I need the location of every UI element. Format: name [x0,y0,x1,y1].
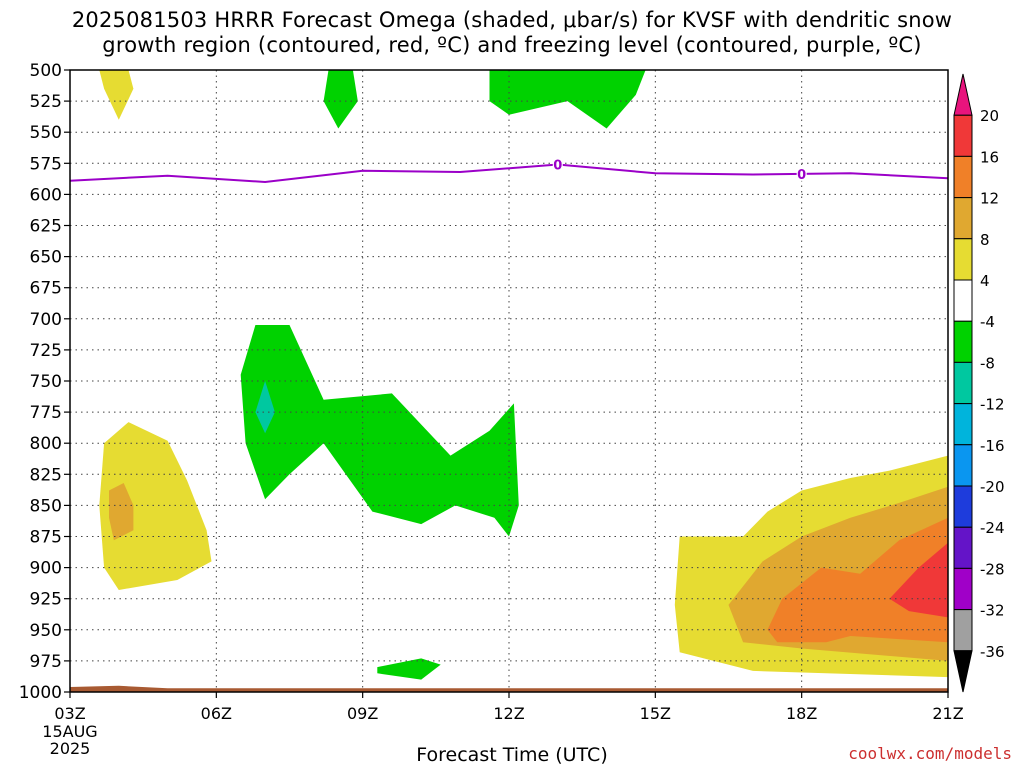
colorbar-segment [953,609,973,652]
omega-region-11 [889,542,948,618]
y-tick-label: 875 [30,528,62,548]
colorbar-segment [953,567,973,611]
y-tick-label: 675 [30,279,62,299]
colorbar-label: -36 [980,643,1005,661]
colorbar-label: -32 [980,602,1005,620]
y-tick-label: 750 [30,372,62,392]
freezing-level-layer: 00 [69,156,949,184]
grid-lines [70,70,948,692]
x-axis-label: Forecast Time (UTC) [416,744,608,766]
y-tick-label: 550 [30,123,62,143]
omega-region-6 [109,483,134,541]
omega-region-5 [99,422,212,590]
y-tick-label: 525 [30,92,62,112]
omega-region-2 [489,70,646,129]
y-tick-label: 1000 [19,683,62,703]
y-tick-label: 600 [30,185,62,205]
omega-region-4 [255,381,275,434]
chart-title-line2: growth region (contoured, red, ºC) and f… [102,33,922,57]
colorbar-label: -4 [980,313,995,331]
omega-region-0 [99,70,134,120]
freezing-level-label-bg [552,156,563,172]
watermark-link[interactable]: coolwx.com/models [848,744,1012,763]
colorbar-segment [953,114,973,157]
colorbar-segment [953,155,973,199]
x-date-label: 2025 [50,739,91,758]
colorbar: 20 16 12 8 4 -4 -8 -12 -16 -20 -24 -28 -32 -36 [953,73,1005,693]
y-tick-label: 625 [30,217,62,237]
freezing-level-label: 0 [553,159,562,174]
omega-region-1 [323,70,358,129]
chart-title-line1: 2025081503 HRRR Forecast Omega (shaded, … [71,8,953,32]
y-tick-label: 725 [30,341,62,361]
y-tick-label: 900 [30,559,62,579]
x-tick-label: 06Z [201,704,232,723]
colorbar-label: -8 [980,354,995,372]
colorbar-label: -16 [980,437,1005,455]
colorbar-label: 20 [980,107,999,125]
omega-shading-layer [70,70,948,692]
colorbar-label: -12 [980,396,1005,414]
colorbar-segment [953,279,973,322]
colorbar-label: 12 [980,190,999,208]
colorbar-segment [953,485,973,528]
colorbar-segment [953,73,973,116]
omega-region-10 [767,517,948,643]
y-axis: 500 525 550 575 600 625 650 675 700 725 750 775 800 8… [19,61,70,703]
y-tick-label: 925 [30,590,62,610]
colorbar-segment [953,361,973,405]
colorbar-label: 8 [980,231,990,249]
colorbar-segment [953,403,973,446]
freezing-level-line [69,163,949,184]
freezing-level-label-bg [796,165,807,181]
x-tick-label: 03Z [54,704,85,723]
colorbar-label: -28 [980,560,1005,578]
y-tick-label: 500 [30,61,62,81]
y-tick-label: 775 [30,403,62,423]
colorbar-segment [953,238,973,281]
colorbar-segment [953,650,973,693]
terrain-fill [70,685,948,692]
omega-region-7 [377,658,441,680]
x-tick-label: 18Z [786,704,817,723]
chart-title: 2025081503 HRRR Forecast Omega (shaded, … [0,8,1024,58]
y-tick-label: 700 [30,310,62,330]
x-date-label: 15AUG [42,722,97,741]
colorbar-label: -20 [980,478,1005,496]
colorbar-label: -24 [980,519,1005,537]
y-tick-label: 825 [30,465,62,485]
y-tick-label: 575 [30,154,62,174]
y-tick-label: 650 [30,248,62,268]
x-tick-label: 15Z [640,704,671,723]
colorbar-segment [953,320,973,363]
x-tick-label: 21Z [932,704,963,723]
x-tick-label: 09Z [347,704,378,723]
x-tick-label: 12Z [493,704,524,723]
y-tick-label: 950 [30,621,62,641]
colorbar-label: 16 [980,148,999,166]
colorbar-label: 4 [980,272,990,290]
y-tick-label: 800 [30,434,62,454]
colorbar-segment [953,197,973,240]
colorbar-segment [953,444,973,487]
y-tick-label: 975 [30,652,62,672]
freezing-level-label: 0 [797,168,806,183]
y-tick-label: 850 [30,496,62,516]
omega-region-3 [240,325,519,537]
colorbar-segment [953,526,973,569]
